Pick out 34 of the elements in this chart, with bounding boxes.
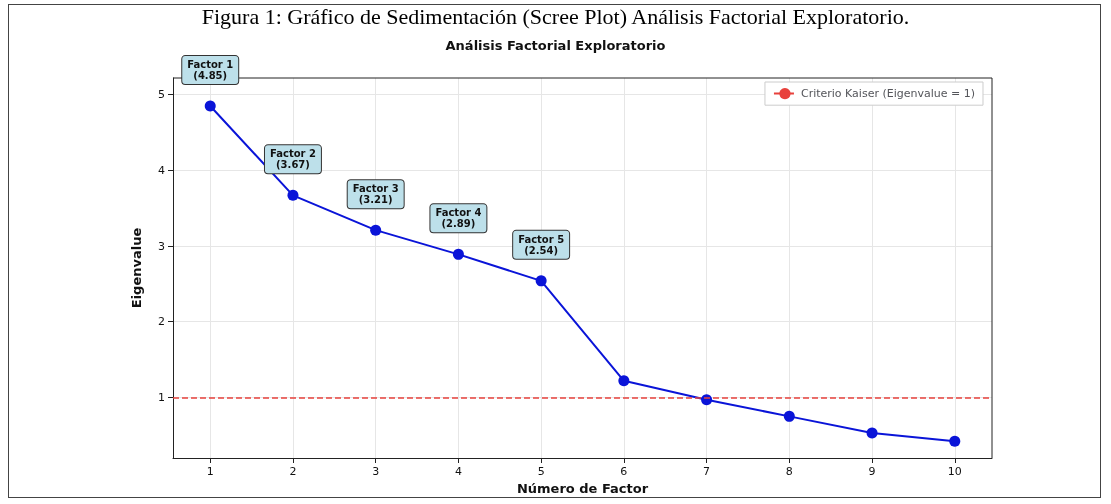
annotation: Factor 4 (2.89) bbox=[435, 207, 482, 230]
y-tick-label: 5 bbox=[158, 88, 165, 102]
chart-title: Figura 1: Gráfico de Sedimentación (Scree Plot) Análisis Factorial Exploratorio. bbox=[200, 4, 911, 30]
point bbox=[370, 224, 382, 236]
x-axis-title: Número de Factor bbox=[516, 480, 649, 496]
point bbox=[866, 427, 878, 439]
x-tick-label: 9 bbox=[868, 465, 876, 478]
x-tick-label: 10 bbox=[947, 465, 962, 478]
point bbox=[783, 410, 795, 422]
x-tick-label: 1 bbox=[206, 465, 214, 478]
x-tick-label: 6 bbox=[620, 465, 628, 478]
y-tick-label: 1 bbox=[158, 390, 165, 404]
point bbox=[204, 100, 216, 112]
annotation: Factor 1 (4.85) bbox=[187, 59, 234, 82]
x-tick-label: 4 bbox=[454, 465, 462, 478]
legend-label: Criterio Kaiser (Eigenvalue = 1) bbox=[800, 87, 975, 101]
y-tick-label: 4 bbox=[158, 163, 165, 177]
annotation: Factor 2 (3.67) bbox=[269, 148, 316, 171]
y-axis-title: Eigenvalue bbox=[129, 227, 144, 309]
chart-subtitle: Análisis Factorial Exploratorio bbox=[445, 38, 666, 53]
annotation: Factor 3 (3.21) bbox=[352, 183, 399, 206]
point bbox=[535, 275, 547, 287]
x-tick-label: 7 bbox=[703, 465, 711, 478]
x-tick-label: 5 bbox=[537, 465, 545, 478]
x-tick-label: 8 bbox=[785, 465, 793, 478]
x-tick-label: 2 bbox=[289, 465, 297, 478]
y-tick-label: 2 bbox=[158, 315, 165, 329]
annotation: Factor 5 (2.54) bbox=[518, 233, 565, 256]
point bbox=[949, 435, 961, 447]
point bbox=[452, 248, 464, 260]
x-tick-label: 3 bbox=[372, 465, 380, 478]
point bbox=[287, 189, 299, 201]
point bbox=[618, 375, 630, 387]
y-tick-label: 3 bbox=[158, 239, 165, 253]
